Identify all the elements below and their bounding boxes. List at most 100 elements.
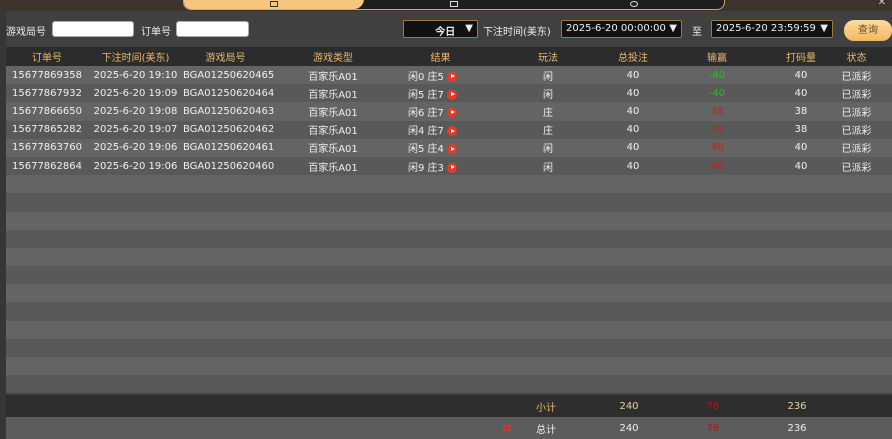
table-row[interactable]: 15677867932 2025-6-20 19:09 BGA01250620464… xyxy=(6,84,892,103)
bet-type-cell xyxy=(483,375,613,394)
order-id-cell: 15677862864 xyxy=(6,156,88,176)
order-id-text: 15677869358 xyxy=(12,69,82,81)
status-text: 已派彩 xyxy=(841,71,872,83)
status-cell xyxy=(821,175,892,194)
win-loss-cell xyxy=(653,211,781,230)
total-bet-cell xyxy=(613,284,653,303)
turnover-text: 40 xyxy=(794,142,808,154)
end-time-select[interactable]: 2025-6-20 23:59:59 ▼ xyxy=(711,20,833,38)
turnover-cell xyxy=(781,284,821,303)
win-loss-cell xyxy=(653,302,781,321)
order-id-cell xyxy=(6,266,88,285)
table-row[interactable]: 15677865282 2025-6-20 19:07 BGA01250620462… xyxy=(6,120,892,139)
total-bet-text: 40 xyxy=(626,69,640,81)
game-type-cell xyxy=(268,302,398,321)
win-loss-cell xyxy=(653,284,781,303)
bet-time-cell: 2025-6-20 19:08 xyxy=(88,102,183,121)
header-bet-time: 下注时间(美东) xyxy=(88,47,183,66)
win-loss-cell: -40 xyxy=(653,84,781,103)
table-row[interactable]: 15677866650 2025-6-20 19:08 BGA01250620463… xyxy=(6,102,892,121)
turnover-text: 40 xyxy=(794,69,808,81)
order-input[interactable] xyxy=(176,21,249,37)
bet-time-cell xyxy=(88,193,183,212)
status-cell xyxy=(821,375,892,394)
bet-type-text: 庄 xyxy=(543,126,553,138)
round-id-cell: BGA01250620462 xyxy=(183,120,274,139)
start-time-select[interactable]: 2025-6-20 00:00:00 ▼ xyxy=(561,20,682,38)
bet-records-panel: 游戏局号 订单号 今日 ▼ 下注时间(美东) 2025-6-20 00:00:00… xyxy=(6,11,892,439)
play-replay-icon[interactable] xyxy=(446,71,457,82)
tab-1[interactable] xyxy=(184,0,364,9)
bet-time-cell xyxy=(88,266,183,285)
order-id-cell xyxy=(6,193,88,212)
play-replay-icon[interactable] xyxy=(446,162,457,173)
bet-time-cell xyxy=(88,175,183,194)
result-text: 闲9 庄3 xyxy=(408,162,444,174)
total-bet-text: 40 xyxy=(626,124,640,136)
table-header: 订单号 下注时间(美东) 游戏局号 游戏类型 结果 玩法 总投注 输赢 打码量 状态 xyxy=(6,47,892,66)
game-type-cell xyxy=(268,175,398,194)
tab-2[interactable] xyxy=(364,0,544,9)
game-type-cell: 百家乐A01 xyxy=(268,66,398,85)
turnover-cell xyxy=(781,211,821,230)
bet-type-cell: 闲 xyxy=(483,156,613,176)
bet-type-cell xyxy=(483,357,613,376)
status-cell xyxy=(821,247,892,267)
empty-row xyxy=(6,266,892,285)
round-id-cell: BGA01250620464 xyxy=(183,84,274,103)
order-id-cell xyxy=(6,247,88,267)
turnover-text: 40 xyxy=(794,160,808,172)
order-id-cell: 15677865282 xyxy=(6,120,88,139)
status-cell: 已派彩 xyxy=(821,102,892,121)
turnover-cell: 40 xyxy=(781,156,821,176)
total-bet: 240 xyxy=(619,422,639,434)
total-bet-text: 40 xyxy=(626,105,640,117)
win-loss-cell xyxy=(653,229,781,248)
range-select[interactable]: 今日 ▼ xyxy=(403,20,478,38)
turnover-text: 38 xyxy=(794,105,808,117)
turnover-cell xyxy=(781,193,821,212)
game-type-text: 百家乐A01 xyxy=(308,107,358,119)
win-loss-cell: 40 xyxy=(653,138,781,157)
bet-time-cell: 2025-6-20 19:10 xyxy=(88,66,183,85)
result-cell xyxy=(398,211,483,230)
bet-time-cell xyxy=(88,338,183,357)
result-cell: 闲6 庄7 xyxy=(398,102,483,121)
query-button[interactable]: 查询 xyxy=(844,20,892,41)
table-row[interactable]: 15677862864 2025-6-20 19:06 BGA01250620460… xyxy=(6,156,892,176)
status-cell xyxy=(821,211,892,230)
turnover-cell xyxy=(781,229,821,248)
empty-row xyxy=(6,211,892,230)
play-replay-icon[interactable] xyxy=(446,126,457,137)
win-loss-text: 38 xyxy=(710,105,724,117)
bet-type-cell xyxy=(483,266,613,285)
close-icon[interactable]: ✕ xyxy=(877,0,886,8)
win-loss-cell: 38 xyxy=(653,120,781,139)
status-cell: 已派彩 xyxy=(821,156,892,176)
result-cell xyxy=(398,247,483,267)
win-loss-text: 40 xyxy=(710,160,724,172)
game-type-text: 百家乐A01 xyxy=(308,144,358,156)
order-id-cell xyxy=(6,375,88,394)
empty-row xyxy=(6,302,892,321)
round-id-cell xyxy=(183,211,268,230)
total-bet-cell: 40 xyxy=(613,156,653,176)
tab-3[interactable] xyxy=(544,0,724,9)
play-replay-icon[interactable] xyxy=(446,144,457,155)
table-row[interactable]: 15677869358 2025-6-20 19:10 BGA01250620465… xyxy=(6,66,892,85)
game-type-cell xyxy=(268,375,398,394)
bet-type-cell xyxy=(483,175,613,194)
order-id-text: 15677867932 xyxy=(12,87,82,99)
round-input[interactable] xyxy=(52,21,134,37)
game-type-text: 百家乐A01 xyxy=(308,89,358,101)
turnover-cell xyxy=(781,357,821,376)
header-turnover: 打码量 xyxy=(781,47,821,66)
refresh-icon[interactable]: ⇄ xyxy=(501,421,513,435)
win-loss-text: 40 xyxy=(710,142,724,154)
table-row[interactable]: 15677863760 2025-6-20 19:06 BGA01250620461… xyxy=(6,138,892,157)
win-loss-cell xyxy=(653,266,781,285)
play-replay-icon[interactable] xyxy=(446,107,457,118)
win-loss-cell xyxy=(653,175,781,194)
play-replay-icon[interactable] xyxy=(446,89,457,100)
bet-type-text: 闲 xyxy=(543,144,553,156)
